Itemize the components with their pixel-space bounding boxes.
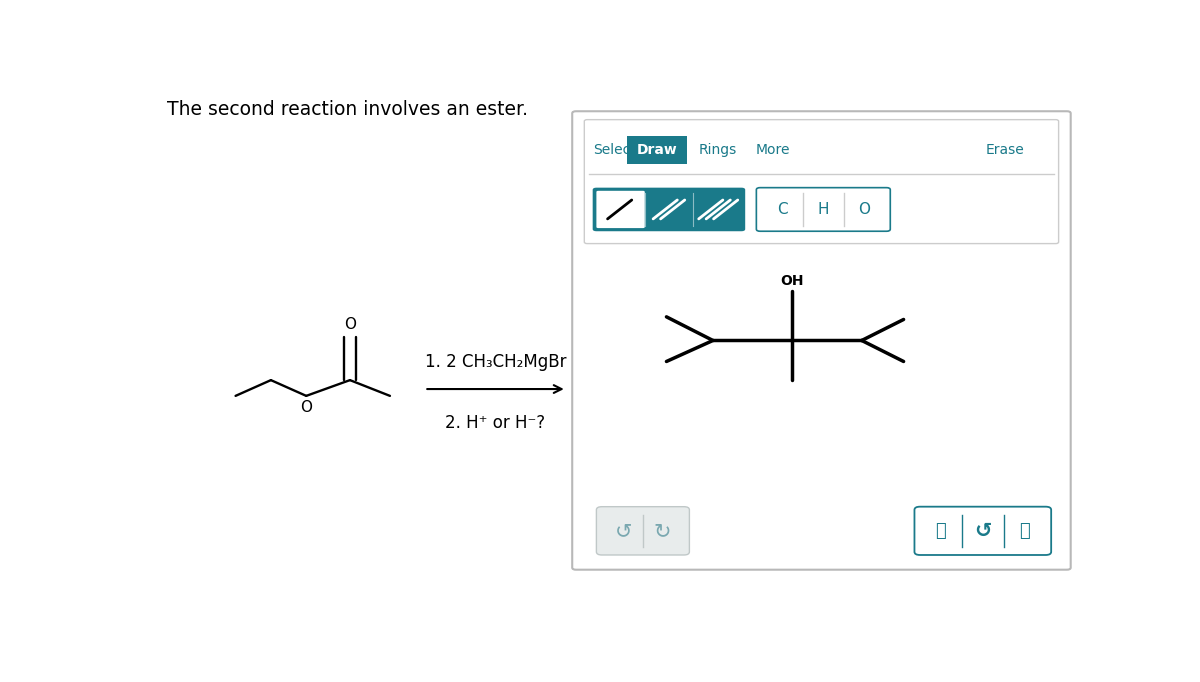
Text: H: H [817,202,829,217]
Text: Draw: Draw [636,143,677,157]
Text: Rings: Rings [698,143,737,157]
FancyBboxPatch shape [572,111,1070,569]
Text: More: More [756,143,791,157]
Text: O: O [344,317,356,332]
FancyBboxPatch shape [914,507,1051,555]
Text: OH: OH [780,274,804,288]
Text: C: C [778,202,787,217]
FancyBboxPatch shape [596,191,644,228]
Text: Erase: Erase [985,143,1024,157]
FancyBboxPatch shape [593,188,745,231]
FancyBboxPatch shape [756,188,890,231]
Text: 1. 2 CH₃CH₂MgBr: 1. 2 CH₃CH₂MgBr [425,353,566,371]
FancyBboxPatch shape [596,507,690,555]
Text: Select: Select [594,143,636,157]
FancyBboxPatch shape [626,136,688,164]
FancyBboxPatch shape [584,119,1058,243]
Text: 🔍: 🔍 [1019,522,1030,540]
Text: O: O [300,400,312,415]
Text: The second reaction involves an ester.: The second reaction involves an ester. [167,100,528,119]
Text: ↺: ↺ [616,521,632,541]
Text: O: O [858,202,870,217]
Text: ↻: ↻ [653,521,671,541]
Text: 2. H⁺ or H⁻?: 2. H⁺ or H⁻? [445,414,546,432]
Text: ↺: ↺ [974,521,991,541]
Text: 🔍: 🔍 [936,522,947,540]
